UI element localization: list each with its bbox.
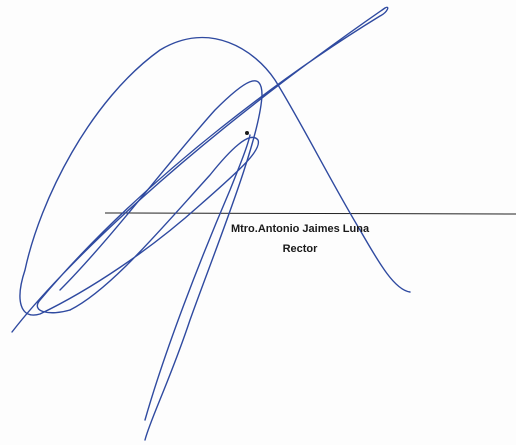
signature-stroke — [59, 80, 263, 441]
ink-dot — [245, 131, 249, 135]
signature-stroke — [144, 134, 251, 421]
signer-position: Rector — [283, 243, 319, 255]
signer-name: Mtro.Antonio Jaimes Luna — [231, 223, 370, 235]
signature-stroke — [11, 6, 389, 333]
signature-line — [104, 212, 516, 215]
handwritten-signature — [11, 6, 411, 441]
signature-stroke — [19, 36, 411, 316]
